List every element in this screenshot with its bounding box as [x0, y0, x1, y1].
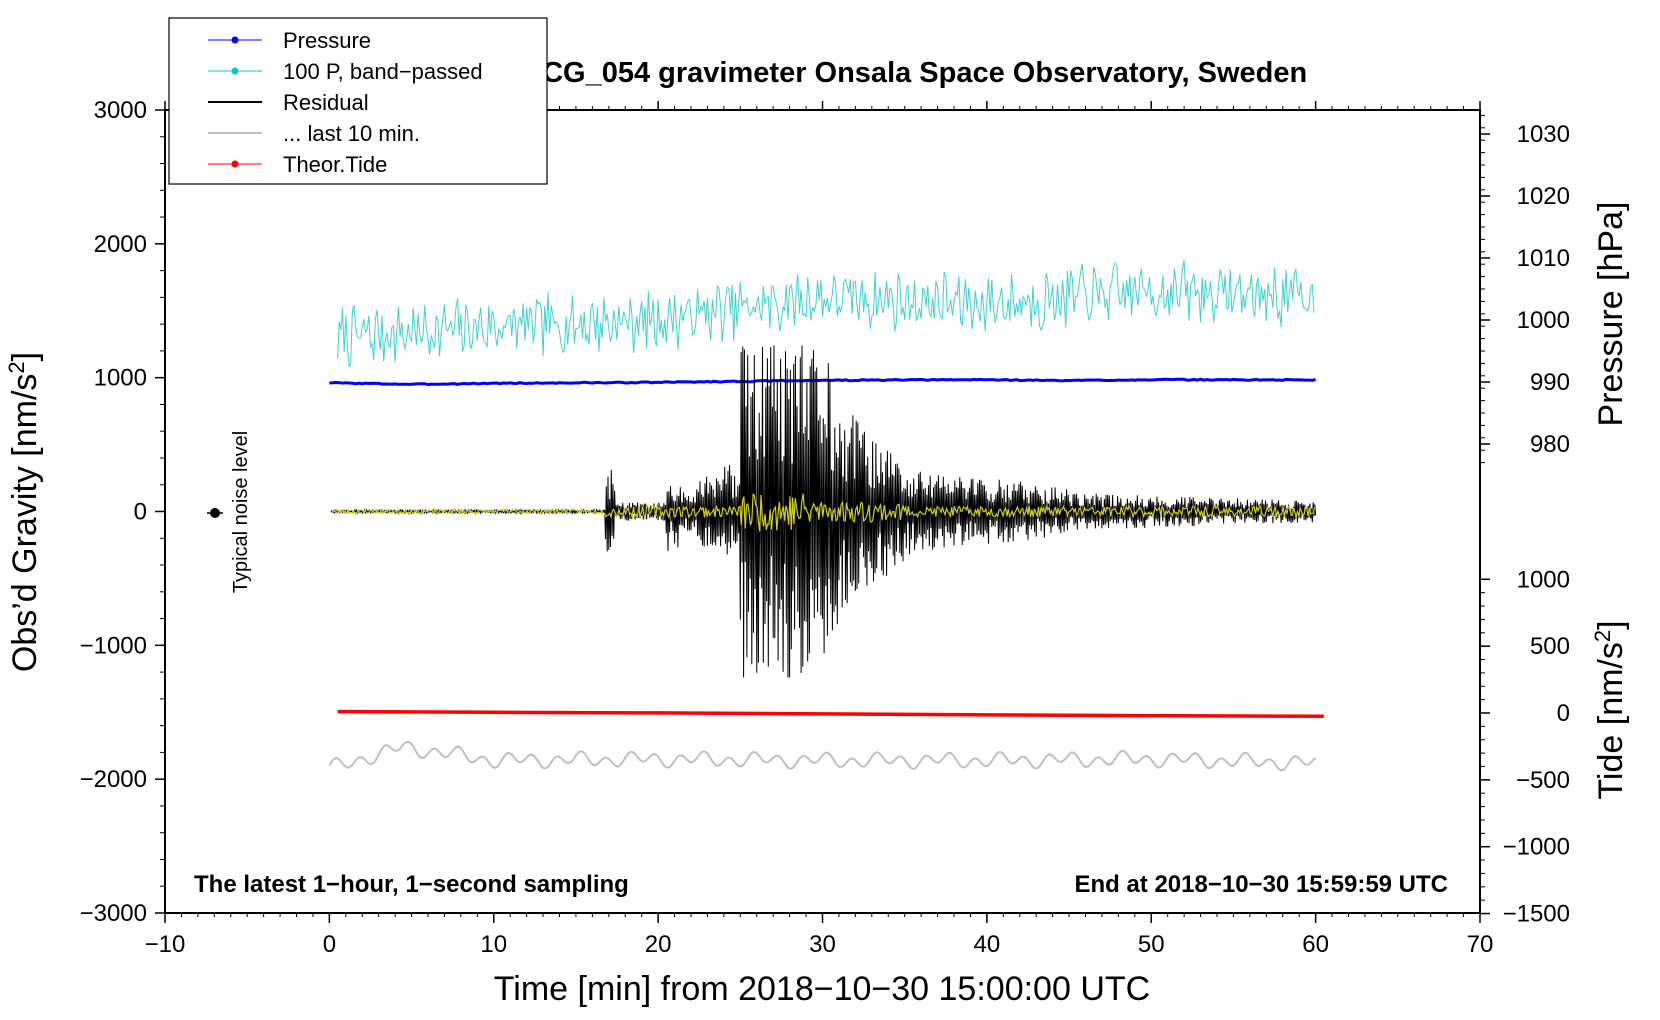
y-axis-title: Obs’d Gravity [nm/s2]: [4, 352, 45, 672]
axis-ticks: −10 0 10 20 30 40 50 60 70−3000−2000−10000100020…: [80, 97, 1570, 958]
pressure-tick-label-4: 1020: [1517, 183, 1570, 210]
legend-bandpassed-label: 100 P, band−passed: [283, 59, 483, 84]
tide-axis-title-exponent: 2: [1590, 630, 1615, 642]
y-tick-label-2: −1000: [80, 632, 147, 659]
x-tick-label-3: 20: [645, 931, 672, 958]
tide-tick-label-1: −1000: [1503, 834, 1570, 861]
tide-tick-label-2: −500: [1516, 767, 1570, 794]
legend-pressure-label: Pressure: [283, 28, 371, 53]
tide-tick-label-4: 500: [1530, 633, 1570, 660]
legend-last10-label: ... last 10 min.: [283, 121, 420, 146]
y-axis-title-exponent: 2: [4, 361, 29, 373]
legend-residual-label: Residual: [283, 90, 369, 115]
tide-axis-title-close: ]: [1592, 620, 1630, 629]
sampling-annotation: The latest 1−hour, 1−second sampling: [194, 871, 629, 898]
x-tick-label-4: 30: [809, 931, 836, 958]
data-traces: [328, 260, 1324, 772]
x-tick-label-5: 40: [974, 931, 1001, 958]
pressure-tick-label-2: 1000: [1517, 307, 1570, 334]
x-tick-label-1: 0: [323, 931, 336, 958]
y-tick-label-0: −3000: [80, 900, 147, 927]
x-tick-label-0: −10: [145, 931, 186, 958]
tide-tick-label-0: −1500: [1503, 901, 1570, 928]
series-last-10-min-line: [328, 740, 1317, 772]
legend-tide-label: Theor.Tide: [283, 152, 387, 177]
noise-level-label: Typical noise level: [230, 431, 252, 593]
chart-title: SCG_054 gravimeter Onsala Space Observat…: [523, 57, 1307, 89]
end-time-annotation: End at 2018−10−30 15:59:59 UTC: [1074, 871, 1448, 898]
legend: Pressure 100 P, band−passed Residual ...…: [168, 17, 548, 185]
x-tick-label-2: 10: [480, 931, 507, 958]
series-theoretical-tide-line: [337, 709, 1324, 719]
legend-tide-marker: [231, 160, 239, 168]
tide-tick-label-5: 1000: [1517, 566, 1570, 593]
x-axis-title: Time [min] from 2018−10−30 15:00:00 UTC: [494, 970, 1150, 1008]
y-tick-label-1: −2000: [80, 766, 147, 793]
noise-level-marker: [210, 508, 220, 518]
legend-pressure-marker: [231, 36, 239, 44]
pressure-tick-label-5: 1030: [1517, 121, 1570, 148]
pressure-tick-label-0: 980: [1530, 431, 1570, 458]
legend-bandpassed-marker: [231, 67, 239, 75]
y-tick-label-3: 0: [134, 499, 147, 526]
x-tick-label-8: 70: [1467, 931, 1494, 958]
tide-axis-title-main: Tide [nm/s: [1592, 642, 1630, 799]
y-axis-title-main: Obs’d Gravity [nm/s: [6, 374, 44, 673]
y-axis-title-close: ]: [6, 352, 44, 361]
y-tick-label-4: 1000: [94, 365, 147, 392]
pressure-tick-label-3: 1010: [1517, 245, 1570, 272]
tide-tick-label-3: 0: [1557, 700, 1570, 727]
pressure-axis-title: Pressure [hPa]: [1592, 202, 1630, 427]
series-pressure-line: [329, 377, 1316, 387]
y-tick-label-6: 3000: [94, 97, 147, 124]
y-tick-label-5: 2000: [94, 231, 147, 258]
pressure-tick-label-1: 990: [1530, 369, 1570, 396]
x-tick-label-7: 60: [1302, 931, 1329, 958]
series-bandpassed-pressure-line: [337, 260, 1315, 368]
series-residual-line: [330, 345, 1317, 678]
x-tick-label-6: 50: [1138, 931, 1165, 958]
tide-axis-title: Tide [nm/s2]: [1590, 620, 1631, 799]
series-residual-bandpassed-line: [330, 493, 1316, 532]
